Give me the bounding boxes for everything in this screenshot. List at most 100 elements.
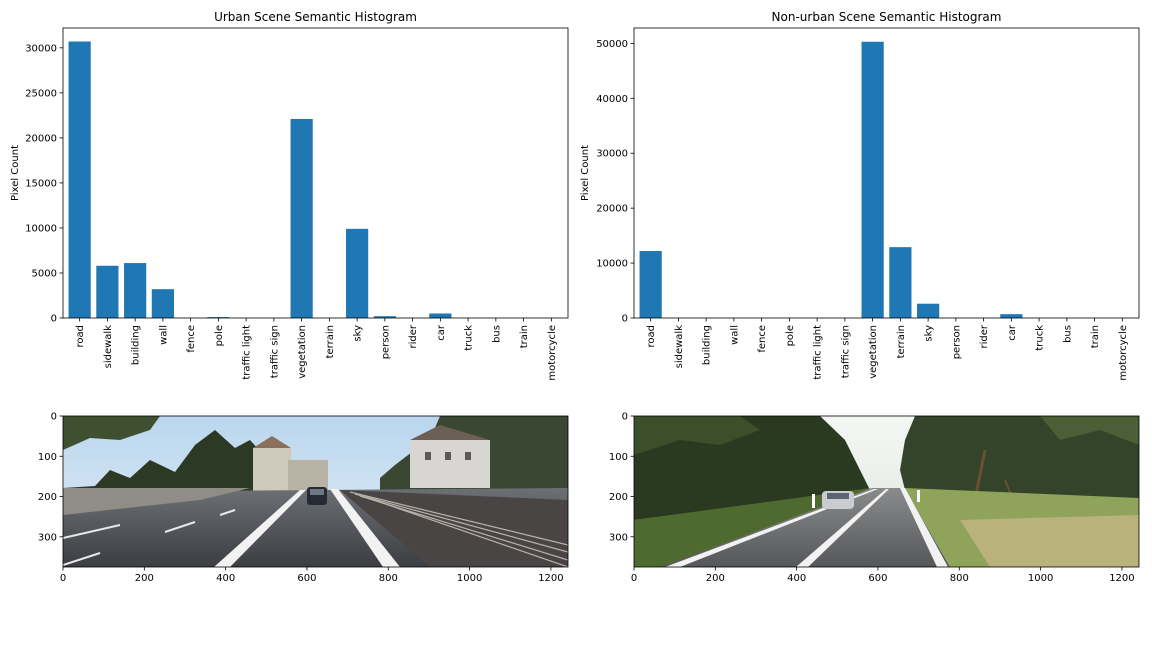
x-tick-label: 0: [631, 573, 637, 584]
non-urban-image-axes: 0 200 400 600 800 1000 1200 0 100 200 300: [609, 412, 1140, 585]
x-tick-label: car: [436, 324, 447, 341]
y-tick-label: 300: [609, 532, 628, 543]
bar-car: [429, 313, 452, 318]
bar-person: [373, 316, 396, 318]
y-tick-label: 0: [622, 412, 628, 423]
x-tick-label: 600: [297, 573, 316, 584]
x-tick-label: road: [646, 325, 657, 348]
y-tick-label: 100: [38, 452, 57, 463]
bar-sky: [346, 228, 369, 318]
y-tick-label: 0: [622, 314, 628, 325]
urban-histogram: Urban Scene Semantic Histogram Pixel Cou…: [10, 10, 569, 381]
x-tick-label: building: [131, 325, 142, 365]
x-tick-label: 800: [379, 573, 398, 584]
image-ticks: 0 200 400 600 800 1000 1200 0 100 200 300: [38, 412, 564, 585]
bar-car: [1000, 314, 1023, 318]
x-tick-label: fence: [757, 325, 768, 353]
y-tick-label: 10000: [596, 259, 628, 270]
y-tick-label: 15000: [25, 178, 57, 189]
x-tick-label: road: [75, 325, 86, 348]
bar-vegetation: [861, 41, 884, 319]
y-tick-label: 100: [609, 452, 628, 463]
chart-title: Non-urban Scene Semantic Histogram: [772, 10, 1002, 24]
x-tick-label: car: [1007, 324, 1018, 341]
x-tick-label: sky: [924, 325, 935, 342]
y-tick-label: 25000: [25, 88, 57, 99]
x-tick-label: wall: [158, 325, 169, 345]
x-tick-label: truck: [1035, 325, 1046, 351]
y-axis-label: Pixel Count: [580, 145, 591, 201]
x-tick-label: 400: [216, 573, 235, 584]
chart-title: Urban Scene Semantic Histogram: [214, 10, 417, 24]
x-tick-label: traffic sign: [269, 325, 280, 378]
y-tick-label: 30000: [596, 149, 628, 160]
bars: [639, 41, 1023, 319]
urban-scene-image: [63, 416, 568, 567]
y-tick-label: 200: [609, 492, 628, 503]
non-urban-histogram: Non-urban Scene Semantic Histogram Pixel…: [580, 10, 1140, 381]
bars: [68, 41, 452, 319]
x-tick-label: rider: [979, 324, 990, 348]
x-tick-label: train: [1090, 325, 1101, 348]
x-tick-label: 200: [135, 573, 154, 584]
y-ticks: 0 5000 10000 15000 20000 25000 30000: [25, 43, 63, 325]
bar-building: [124, 263, 147, 318]
y-tick-label: 0: [51, 314, 57, 325]
x-tick-label: terrain: [325, 325, 336, 358]
x-tick-label: person: [380, 325, 391, 359]
x-ticks: road sidewalk building wall fence pole traffic…: [646, 318, 1129, 381]
bar-wall: [151, 289, 174, 318]
x-tick-label: terrain: [896, 325, 907, 358]
image-frame: [633, 415, 1140, 568]
x-tick-label: vegetation: [868, 325, 879, 379]
x-tick-label: sidewalk: [674, 325, 685, 369]
x-tick-label: bus: [491, 325, 502, 343]
x-tick-label: vegetation: [297, 325, 308, 379]
bar-sky: [917, 303, 940, 318]
x-tick-label: 1200: [1109, 573, 1134, 584]
x-tick-label: traffic sign: [840, 325, 851, 378]
y-tick-label: 30000: [25, 43, 57, 54]
y-tick-label: 50000: [596, 39, 628, 50]
y-tick-label: 40000: [596, 94, 628, 105]
x-tick-label: 400: [787, 573, 806, 584]
y-axis-label: Pixel Count: [10, 145, 21, 201]
x-tick-label: 0: [60, 573, 66, 584]
x-tick-label: person: [951, 325, 962, 359]
bar-road: [639, 250, 662, 318]
x-tick-label: 600: [868, 573, 887, 584]
x-tick-label: bus: [1062, 325, 1073, 343]
urban-image-axes: 0 200 400 600 800 1000 1200 0 100 200 300: [38, 412, 569, 585]
x-tick-label: traffic light: [813, 325, 824, 380]
x-tick-label: 800: [950, 573, 969, 584]
x-tick-label: truck: [464, 325, 475, 351]
bar-pole: [207, 317, 230, 318]
y-tick-label: 300: [38, 532, 57, 543]
image-ticks: 0 200 400 600 800 1000 1200 0 100 200 300: [609, 412, 1135, 585]
plot-frame: [62, 27, 569, 319]
x-tick-label: traffic light: [242, 325, 253, 380]
y-tick-label: 20000: [25, 133, 57, 144]
y-tick-label: 10000: [25, 223, 57, 234]
x-tick-label: motorcycle: [547, 325, 558, 381]
x-tick-label: 1000: [457, 573, 482, 584]
x-ticks: road sidewalk building wall fence pole traffic…: [75, 318, 558, 381]
x-tick-label: fence: [186, 325, 197, 353]
non-urban-scene-image: [634, 416, 1139, 567]
x-tick-label: wall: [729, 325, 740, 345]
bar-terrain: [889, 247, 912, 318]
image-frame: [62, 415, 569, 568]
x-tick-label: 200: [706, 573, 725, 584]
x-tick-label: pole: [214, 325, 225, 346]
y-tick-label: 0: [51, 412, 57, 423]
x-tick-label: rider: [408, 324, 419, 348]
plot-frame: [633, 27, 1140, 319]
y-tick-label: 20000: [596, 204, 628, 215]
x-tick-label: building: [702, 325, 713, 365]
x-tick-label: sky: [353, 325, 364, 342]
y-tick-label: 200: [38, 492, 57, 503]
x-tick-label: sidewalk: [103, 325, 114, 369]
x-tick-label: motorcycle: [1118, 325, 1129, 381]
x-tick-label: pole: [785, 325, 796, 346]
